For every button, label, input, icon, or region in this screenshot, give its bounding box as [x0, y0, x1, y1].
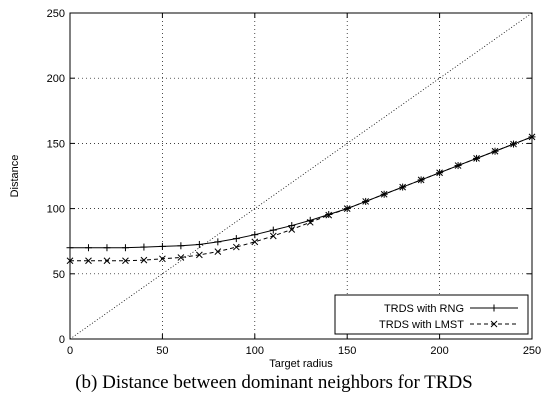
legend-sample-rng	[470, 304, 518, 312]
data-point-lmst	[325, 211, 333, 219]
grid-lines	[70, 13, 532, 339]
y-tick-label: 0	[59, 334, 65, 346]
data-point-lmst	[122, 257, 129, 265]
data-point-lmst	[436, 169, 443, 177]
data-point-lmst	[288, 226, 296, 233]
legend-box	[334, 294, 529, 335]
y-tick-label: 100	[47, 204, 65, 216]
data-point-lmst	[491, 147, 499, 155]
data-point-lmst	[343, 205, 351, 212]
series-layer	[66, 12, 536, 340]
series-line-lmst	[70, 136, 533, 262]
plot-frame	[69, 12, 533, 340]
y-tick-label: 150	[47, 138, 65, 150]
chart: 0 50 100 150 200 250 0 50 100 150 200 250 Target ra…	[9, 8, 542, 370]
y-tick-label: 200	[47, 73, 65, 85]
data-point-lmst	[510, 140, 517, 148]
y-tick-label: 250	[47, 8, 65, 20]
x-tick-label: 150	[338, 345, 356, 357]
x-axis-label: Target radius	[269, 358, 333, 370]
data-point-lmst	[528, 133, 536, 141]
x-tick-label: 200	[430, 345, 448, 357]
legend-marker-cross	[490, 320, 498, 328]
series-markers-lmst	[66, 133, 536, 265]
legend: TRDS with RNG TRDS with LMST	[334, 294, 529, 335]
data-point-lmst	[473, 155, 480, 162]
data-point-lmst	[66, 257, 74, 265]
data-point-lmst	[417, 176, 425, 184]
x-tick-label: 250	[523, 345, 541, 357]
data-point-lmst	[306, 218, 314, 226]
y-tick-label: 50	[53, 269, 65, 281]
data-point-lmst	[103, 257, 111, 265]
data-point-lmst	[380, 190, 388, 198]
data-point-lmst	[269, 232, 277, 240]
data-point-lmst	[362, 198, 370, 205]
legend-label-rng: TRDS with RNG	[384, 303, 464, 315]
y-axis-label: Distance	[9, 155, 21, 198]
data-point-lmst	[399, 183, 406, 191]
data-point-lmst	[140, 256, 148, 264]
axis-ticks: 0 50 100 150 200 250 0 50 100 150 200 250	[47, 8, 542, 357]
legend-label-lmst: TRDS with LMST	[379, 319, 464, 331]
data-point-lmst	[214, 248, 222, 255]
data-point-lmst	[177, 254, 185, 261]
data-point-lmst	[454, 162, 462, 169]
data-point-lmst	[85, 257, 92, 265]
figure-caption: (b) Distance between dominant neighbors …	[75, 372, 473, 393]
series-markers-rng	[66, 133, 536, 252]
data-point-lmst	[159, 255, 166, 263]
series-line-rng	[70, 136, 533, 249]
legend-sample-lmst	[470, 320, 518, 328]
x-tick-label: 0	[67, 345, 73, 357]
x-tick-label: 100	[246, 345, 264, 357]
x-tick-label: 50	[156, 345, 168, 357]
data-point-lmst	[196, 251, 203, 259]
reference-diagonal-line	[69, 12, 533, 340]
data-point-lmst	[232, 243, 240, 251]
data-point-lmst	[251, 238, 259, 246]
